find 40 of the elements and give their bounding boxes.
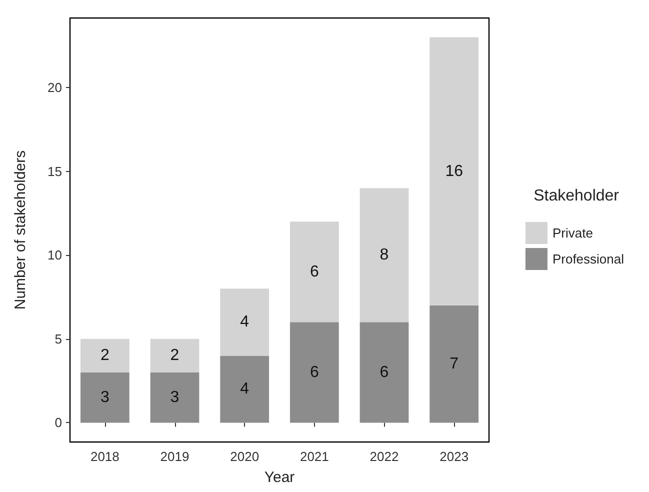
y-tick-label: 0 <box>54 415 62 430</box>
data-label: 2 <box>170 347 180 364</box>
x-tick-label: 2019 <box>160 449 190 464</box>
data-label: 3 <box>100 389 110 406</box>
data-label: 6 <box>310 263 319 280</box>
data-label: 6 <box>380 364 389 381</box>
bar <box>430 305 479 423</box>
bar <box>220 288 270 356</box>
x-tick-label: 2023 <box>440 449 469 464</box>
bar <box>430 37 479 306</box>
bar <box>150 338 200 372</box>
bar <box>360 188 409 322</box>
y-tick-label: 5 <box>54 331 62 346</box>
data-label: 4 <box>240 380 250 398</box>
bar <box>80 338 130 372</box>
y-tick-label: 10 <box>48 248 62 263</box>
x-tick-label: 2020 <box>230 449 260 464</box>
y-axis-title: Number of stakeholders <box>12 150 29 310</box>
x-tick-label: 2022 <box>370 449 399 464</box>
bar <box>290 322 339 423</box>
legend-title: Stakeholder <box>534 188 620 204</box>
data-label: 7 <box>450 356 459 373</box>
data-label: 3 <box>170 389 180 406</box>
bar <box>290 222 339 322</box>
data-label: 8 <box>380 246 389 264</box>
x-axis-title: Year <box>264 469 295 486</box>
x-tick-label: 2018 <box>90 449 120 464</box>
legend-label: Private <box>552 226 593 240</box>
data-label: 4 <box>240 314 250 331</box>
bar <box>220 356 270 423</box>
bar <box>80 372 130 423</box>
bar <box>150 372 200 423</box>
data-label: 16 <box>445 162 464 180</box>
data-label: 2 <box>100 347 110 364</box>
y-tick-label: 20 <box>48 80 62 96</box>
y-tick-label: 15 <box>48 164 62 179</box>
x-tick-label: 2021 <box>300 449 329 464</box>
bar <box>360 322 409 423</box>
legend-label: Professional <box>552 252 624 266</box>
data-label: 6 <box>310 364 319 381</box>
